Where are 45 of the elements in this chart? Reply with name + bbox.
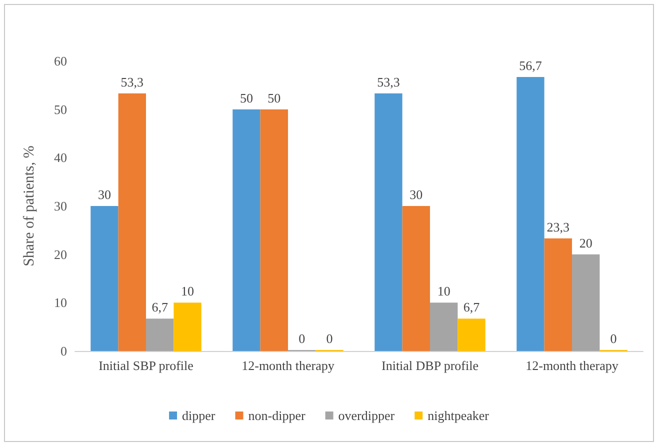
data-label: 50 [268,90,281,106]
data-label: 53,3 [120,74,144,90]
data-label: 30 [98,187,111,202]
bar [544,238,572,351]
bar [458,318,486,351]
y-tick-label: 40 [54,150,67,166]
data-label: 6,7 [463,300,480,315]
x-tick-label: Initial DBP profile [381,358,479,373]
data-label: 53,3 [377,74,400,90]
legend-label: nightpeaker [428,408,490,423]
bar [260,109,288,351]
y-tick-label: 20 [54,246,67,262]
bar [174,302,202,351]
data-label: 56,7 [519,58,542,73]
bar [572,254,600,351]
data-label: 6,7 [152,300,168,315]
bar [90,206,118,351]
x-tick-label: Initial SBP profile [98,358,194,373]
data-label: 10 [181,284,194,299]
bar [118,93,146,351]
legend-label: dipper [182,408,216,423]
x-tick-label: 12-month therapy [242,358,335,373]
bar [146,318,174,351]
y-tick-label: 30 [54,198,67,214]
y-axis-title: Share of patients, % [22,146,38,266]
bar [232,109,260,351]
data-label: 30 [410,187,423,202]
data-label: 0 [326,331,333,346]
y-tick-label: 10 [54,295,67,310]
legend-label: non-dipper [248,408,306,423]
bar [402,206,430,351]
data-label: 10 [437,284,450,299]
bar [430,302,458,351]
data-label: 50 [240,90,253,106]
y-tick-label: 50 [54,102,67,117]
data-label: 20 [579,235,592,250]
data-label: 23,3 [546,219,570,234]
data-label: 0 [610,331,617,346]
legend-label: overdipper [338,408,396,423]
y-tick-label: 60 [54,54,67,68]
x-tick-label: 12-month therapy [526,358,619,373]
y-tick-label: 0 [60,344,67,358]
bar [374,93,402,351]
data-label: 0 [298,331,306,346]
bar [516,76,544,351]
